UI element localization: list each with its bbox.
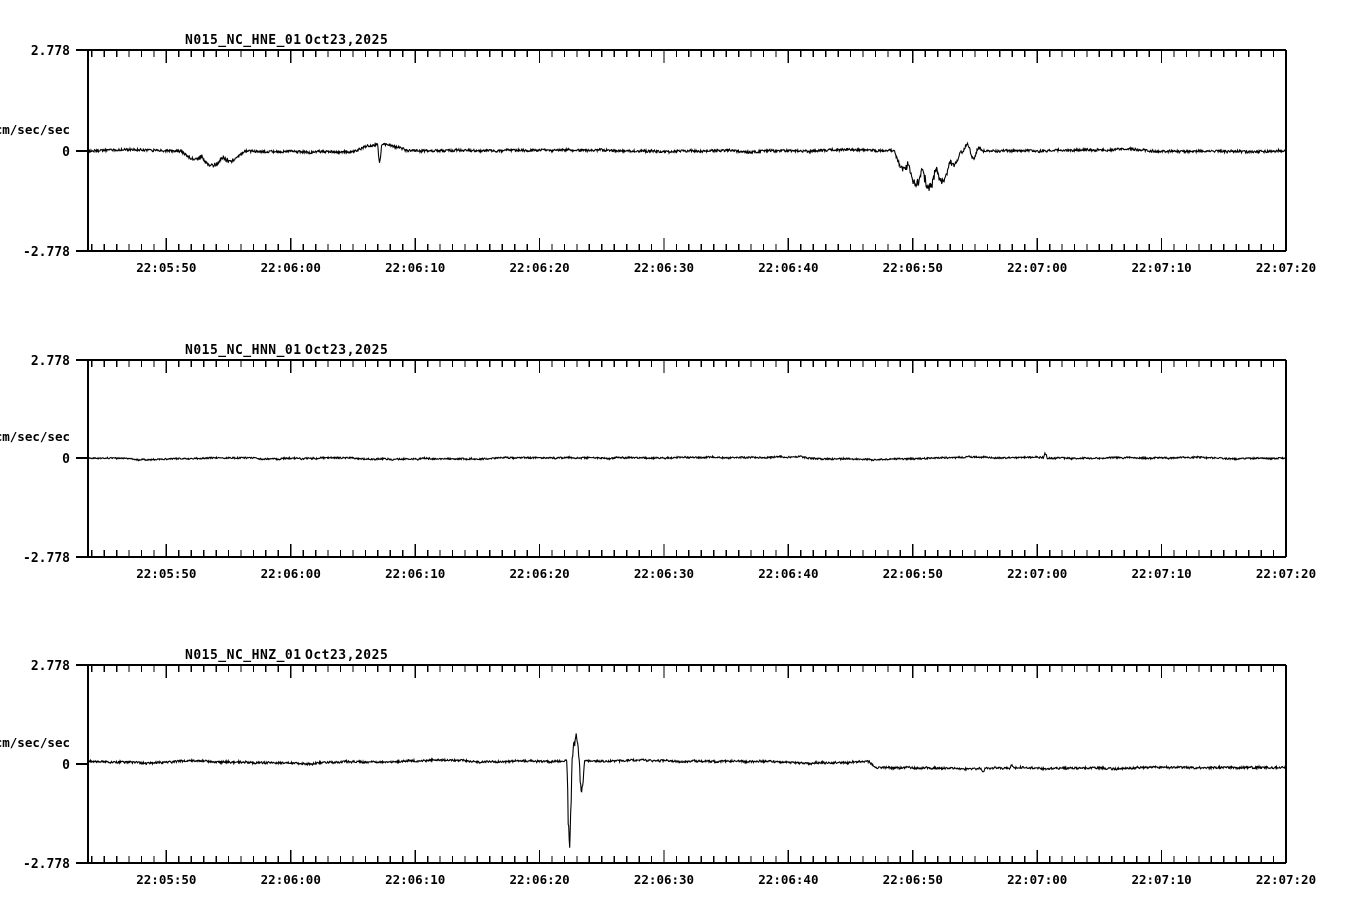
- x-tick-label: 22:07:00: [1007, 260, 1067, 275]
- x-tick-label: 22:06:50: [883, 872, 943, 887]
- x-tick-label: 22:06:20: [509, 872, 569, 887]
- y-tick-label-min: -2.778: [23, 551, 70, 566]
- x-tick-label: 22:07:00: [1007, 566, 1067, 581]
- trace-title: N015_NC_HNZ_01: [185, 648, 302, 663]
- x-tick-label: 22:05:50: [136, 566, 196, 581]
- y-tick-label-max: 2.778: [31, 44, 70, 59]
- x-tick-label: 22:06:10: [385, 260, 445, 275]
- seismogram-panel-hnn: N015_NC_HNN_01 Oct23,2025 2.778 0 -2.778 cm/s…: [0, 310, 1358, 620]
- axis-ticks: [91, 360, 1287, 557]
- x-tick-label: 22:06:40: [758, 260, 818, 275]
- waveform-trace: [87, 733, 1287, 848]
- trace-date: Oct23,2025: [305, 33, 388, 48]
- x-tick-label: 22:06:40: [758, 566, 818, 581]
- x-tick-label: 22:07:10: [1131, 566, 1191, 581]
- y-tick-label-zero: 0: [62, 758, 70, 773]
- trace-date: Oct23,2025: [305, 648, 388, 663]
- y-tick-label-max: 2.778: [31, 354, 70, 369]
- y-tick-label-zero: 0: [62, 452, 70, 467]
- waveform-trace: [87, 141, 1287, 191]
- x-tick-label: 22:06:00: [261, 872, 321, 887]
- y-axis-unit-label: cm/sec/sec: [0, 735, 70, 750]
- y-tick-label-min: -2.778: [23, 245, 70, 260]
- trace-title: N015_NC_HNN_01: [185, 343, 302, 358]
- y-tick-label-min: -2.778: [23, 857, 70, 872]
- axis-ticks: [91, 665, 1287, 863]
- x-tick-label: 22:06:00: [261, 566, 321, 581]
- x-tick-label: 22:06:40: [758, 872, 818, 887]
- seismogram-panel-hne: N015_NC_HNE_01 Oct23,2025 2.778 0 -2.778 cm/s…: [0, 0, 1358, 310]
- x-tick-label: 22:07:20: [1256, 566, 1316, 581]
- axis-ticks: [91, 50, 1287, 251]
- axis-frame: [76, 664, 1287, 864]
- x-tick-label: 22:07:00: [1007, 872, 1067, 887]
- x-tick-label: 22:06:50: [883, 566, 943, 581]
- panel-canvas: N015_NC_HNN_01 Oct23,2025 2.778 0 -2.778 cm/s…: [0, 343, 1316, 581]
- panel-canvas: N015_NC_HNZ_01 Oct23,2025 2.778 0 -2.778 cm/s…: [0, 648, 1316, 887]
- trace-date: Oct23,2025: [305, 343, 388, 358]
- x-tick-label: 22:06:30: [634, 872, 694, 887]
- waveform-trace: [87, 451, 1287, 462]
- x-tick-label: 22:05:50: [136, 260, 196, 275]
- trace-title: N015_NC_HNE_01: [185, 33, 302, 48]
- x-tick-label: 22:06:10: [385, 566, 445, 581]
- x-tick-label: 22:07:10: [1131, 872, 1191, 887]
- x-tick-label: 22:07:10: [1131, 260, 1191, 275]
- y-tick-label-max: 2.778: [31, 659, 70, 674]
- seismogram-panel-hnz: N015_NC_HNZ_01 Oct23,2025 2.778 0 -2.778 cm/s…: [0, 615, 1358, 924]
- x-tick-label: 22:06:50: [883, 260, 943, 275]
- panel-canvas: N015_NC_HNE_01 Oct23,2025 2.778 0 -2.778 cm/s…: [0, 33, 1316, 275]
- y-tick-label-zero: 0: [62, 145, 70, 160]
- x-tick-label: 22:06:30: [634, 260, 694, 275]
- x-tick-label: 22:06:00: [261, 260, 321, 275]
- x-tick-label: 22:07:20: [1256, 260, 1316, 275]
- y-axis-unit-label: cm/sec/sec: [0, 122, 70, 137]
- x-tick-label: 22:06:20: [509, 566, 569, 581]
- x-tick-label: 22:06:30: [634, 566, 694, 581]
- x-tick-label: 22:06:20: [509, 260, 569, 275]
- x-tick-label: 22:06:10: [385, 872, 445, 887]
- y-axis-unit-label: cm/sec/sec: [0, 429, 70, 444]
- x-tick-label: 22:05:50: [136, 872, 196, 887]
- x-tick-label: 22:07:20: [1256, 872, 1316, 887]
